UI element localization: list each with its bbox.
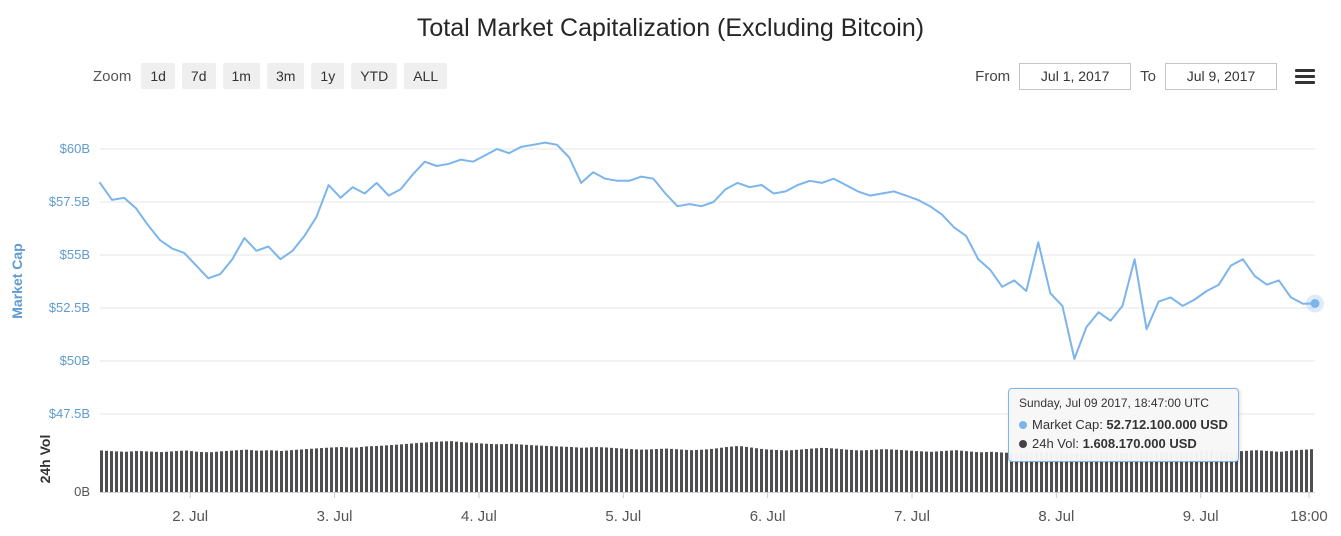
svg-text:7. Jul: 7. Jul [894,508,930,525]
y2-axis-title: 24h Vol [37,435,53,484]
svg-text:8. Jul: 8. Jul [1038,508,1074,525]
last-point-marker[interactable] [1306,294,1324,313]
svg-text:9. Jul: 9. Jul [1183,508,1219,525]
axes [100,492,1315,498]
to-date-input[interactable] [1165,62,1277,90]
zoom-button-all[interactable]: ALL [404,63,448,89]
to-label: To [1140,67,1156,85]
zoom-button-1m[interactable]: 1m [222,63,260,89]
chart-tooltip: Sunday, Jul 09 2017, 18:47:00 UTC Market… [1008,388,1239,462]
svg-text:$57.5B: $57.5B [49,194,90,209]
svg-text:2. Jul: 2. Jul [172,508,208,525]
svg-text:0B: 0B [74,484,90,499]
zoom-button-ytd[interactable]: YTD [351,63,398,89]
svg-text:5. Jul: 5. Jul [605,508,641,525]
from-label: From [975,67,1011,85]
volume-bars[interactable] [100,441,1313,492]
market-cap-line[interactable] [99,141,1316,360]
hamburger-menu-icon[interactable] [1295,66,1315,87]
tooltip-rows: Market Cap: 52.712.100.000 USD 24h Vol: 1… [1019,415,1228,453]
date-range-controls: From To [966,62,1315,90]
svg-text:$60B: $60B [60,141,90,156]
market-cap-chart[interactable]: $60B $57.5B $55B $52.5B $50B $47.5B 0B 2. Jul 3.… [0,97,1341,533]
page-title: Total Market Capitalization (Excluding B… [416,14,925,42]
svg-text:$50B: $50B [60,353,90,368]
zoom-label: Zoom [93,67,132,85]
svg-text:4. Jul: 4. Jul [461,508,497,525]
series-bullet-icon [1019,421,1027,429]
svg-text:6. Jul: 6. Jul [750,508,786,525]
zoom-button-3m[interactable]: 3m [266,63,305,89]
svg-text:18:00: 18:00 [1290,508,1328,525]
y-axis-title: Market Cap [9,243,25,318]
svg-text:3. Jul: 3. Jul [317,508,353,525]
tooltip-timestamp: Sunday, Jul 09 2017, 18:47:00 UTC [1019,396,1209,410]
zoom-buttons: 1d 7d 1m 3m 1y YTD ALL [141,63,454,89]
axis-labels: $60B $57.5B $55B $52.5B $50B $47.5B 0B 2. Jul 3.… [9,141,1328,525]
svg-text:$47.5B: $47.5B [49,406,90,421]
svg-text:$52.5B: $52.5B [49,300,90,315]
chart-container: $60B $57.5B $55B $52.5B $50B $47.5B 0B 2. Jul 3.… [0,97,1341,533]
zoom-controls: Zoom 1d 7d 1m 3m 1y YTD ALL [93,63,454,89]
svg-text:$55B: $55B [60,247,90,262]
tooltip-row-market-cap: Market Cap: 52.712.100.000 USD [1019,415,1228,434]
from-date-input[interactable] [1019,62,1132,90]
gridlines [100,148,1315,415]
zoom-button-1d[interactable]: 1d [141,63,175,89]
zoom-button-1y[interactable]: 1y [311,63,345,89]
zoom-button-7d[interactable]: 7d [181,63,216,89]
series-bullet-icon [1019,440,1027,448]
tooltip-row-24h-vol: 24h Vol: 1.608.170.000 USD [1019,434,1228,453]
